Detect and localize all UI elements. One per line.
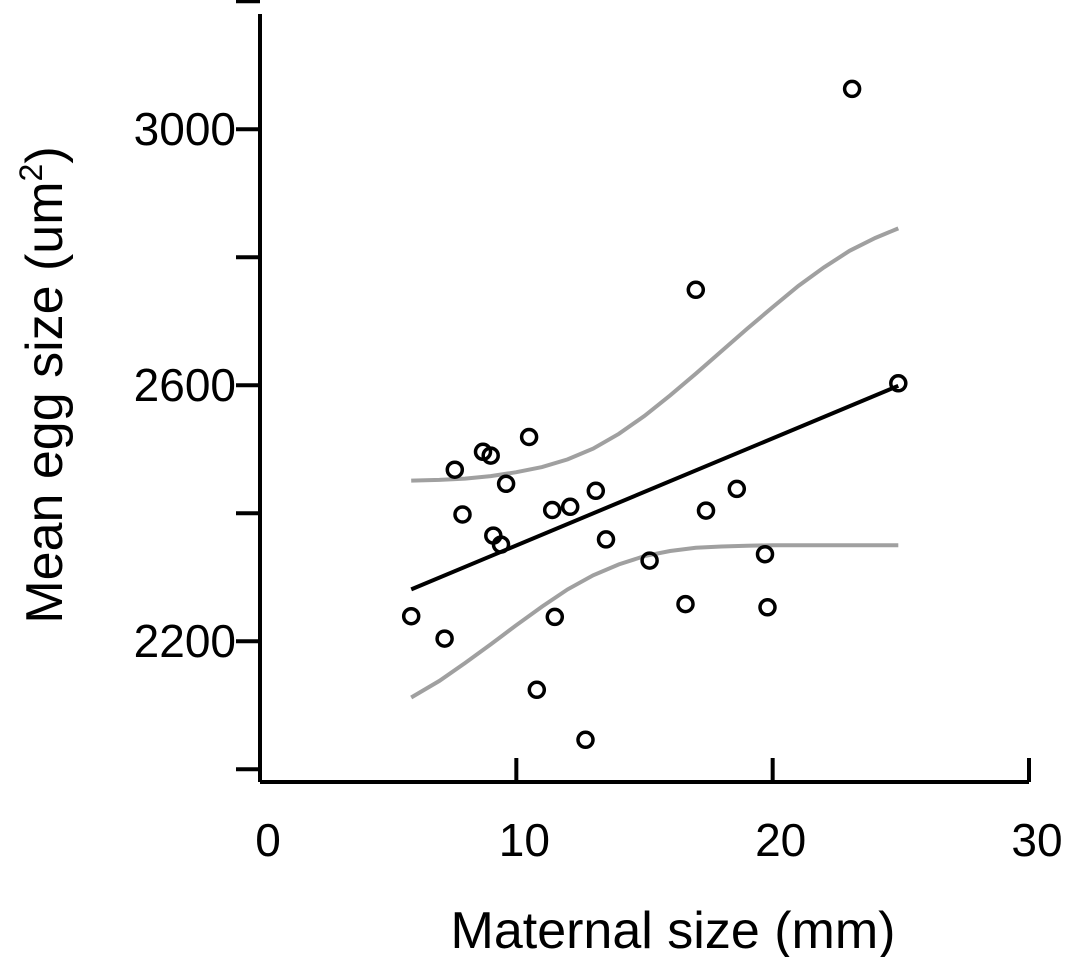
- data-point: [727, 479, 747, 499]
- y-tick-label: 3000: [134, 103, 236, 155]
- data-point: [481, 446, 500, 465]
- y-axis-title-close: ): [16, 146, 74, 163]
- x-axis-title: Maternal size (mm): [451, 902, 896, 957]
- data-point: [527, 680, 547, 700]
- data-point: [576, 730, 595, 750]
- regression-line-group: [410, 383, 900, 592]
- data-point: [596, 530, 616, 549]
- x-tick-label: 0: [255, 814, 281, 866]
- data-point: [758, 598, 777, 617]
- x-tick-label: 20: [755, 814, 806, 866]
- data-point: [560, 497, 580, 517]
- data-point: [676, 594, 695, 614]
- confidence-band: [410, 226, 900, 700]
- data-point: [889, 374, 908, 393]
- axes: 2200 2600 3000 0 10 20 30: [134, 0, 1063, 866]
- data-point: [586, 481, 606, 501]
- data-point: [435, 629, 454, 648]
- data-point: [640, 551, 659, 570]
- data-point: [445, 460, 465, 479]
- data-points: [401, 79, 908, 750]
- data-point: [545, 607, 565, 627]
- data-point: [401, 606, 421, 626]
- data-point: [696, 501, 716, 520]
- data-point: [491, 535, 511, 554]
- y-tick-label: 2200: [134, 615, 236, 667]
- y-axis-title-main: Mean egg size (um: [16, 181, 74, 623]
- data-point: [496, 474, 516, 494]
- data-point: [755, 544, 775, 564]
- regression-line: [410, 383, 900, 592]
- data-point: [686, 280, 706, 300]
- data-point: [842, 79, 862, 99]
- ci-upper-curve: [411, 226, 900, 483]
- x-axis-ticks: 0 10 20 30: [255, 758, 1063, 866]
- x-tick-label: 10: [499, 814, 550, 866]
- y-axis-title: Mean egg size (um2): [13, 146, 74, 623]
- data-point: [519, 427, 539, 447]
- ci-lower-curve: [410, 543, 899, 700]
- y-axis-title-superscript: 2: [13, 164, 49, 182]
- data-point: [453, 505, 472, 524]
- data-point: [542, 500, 562, 520]
- y-tick-label: 2600: [134, 359, 236, 411]
- x-tick-label: 30: [1011, 814, 1062, 866]
- y-axis-ticks: 2200 2600 3000: [134, 0, 260, 772]
